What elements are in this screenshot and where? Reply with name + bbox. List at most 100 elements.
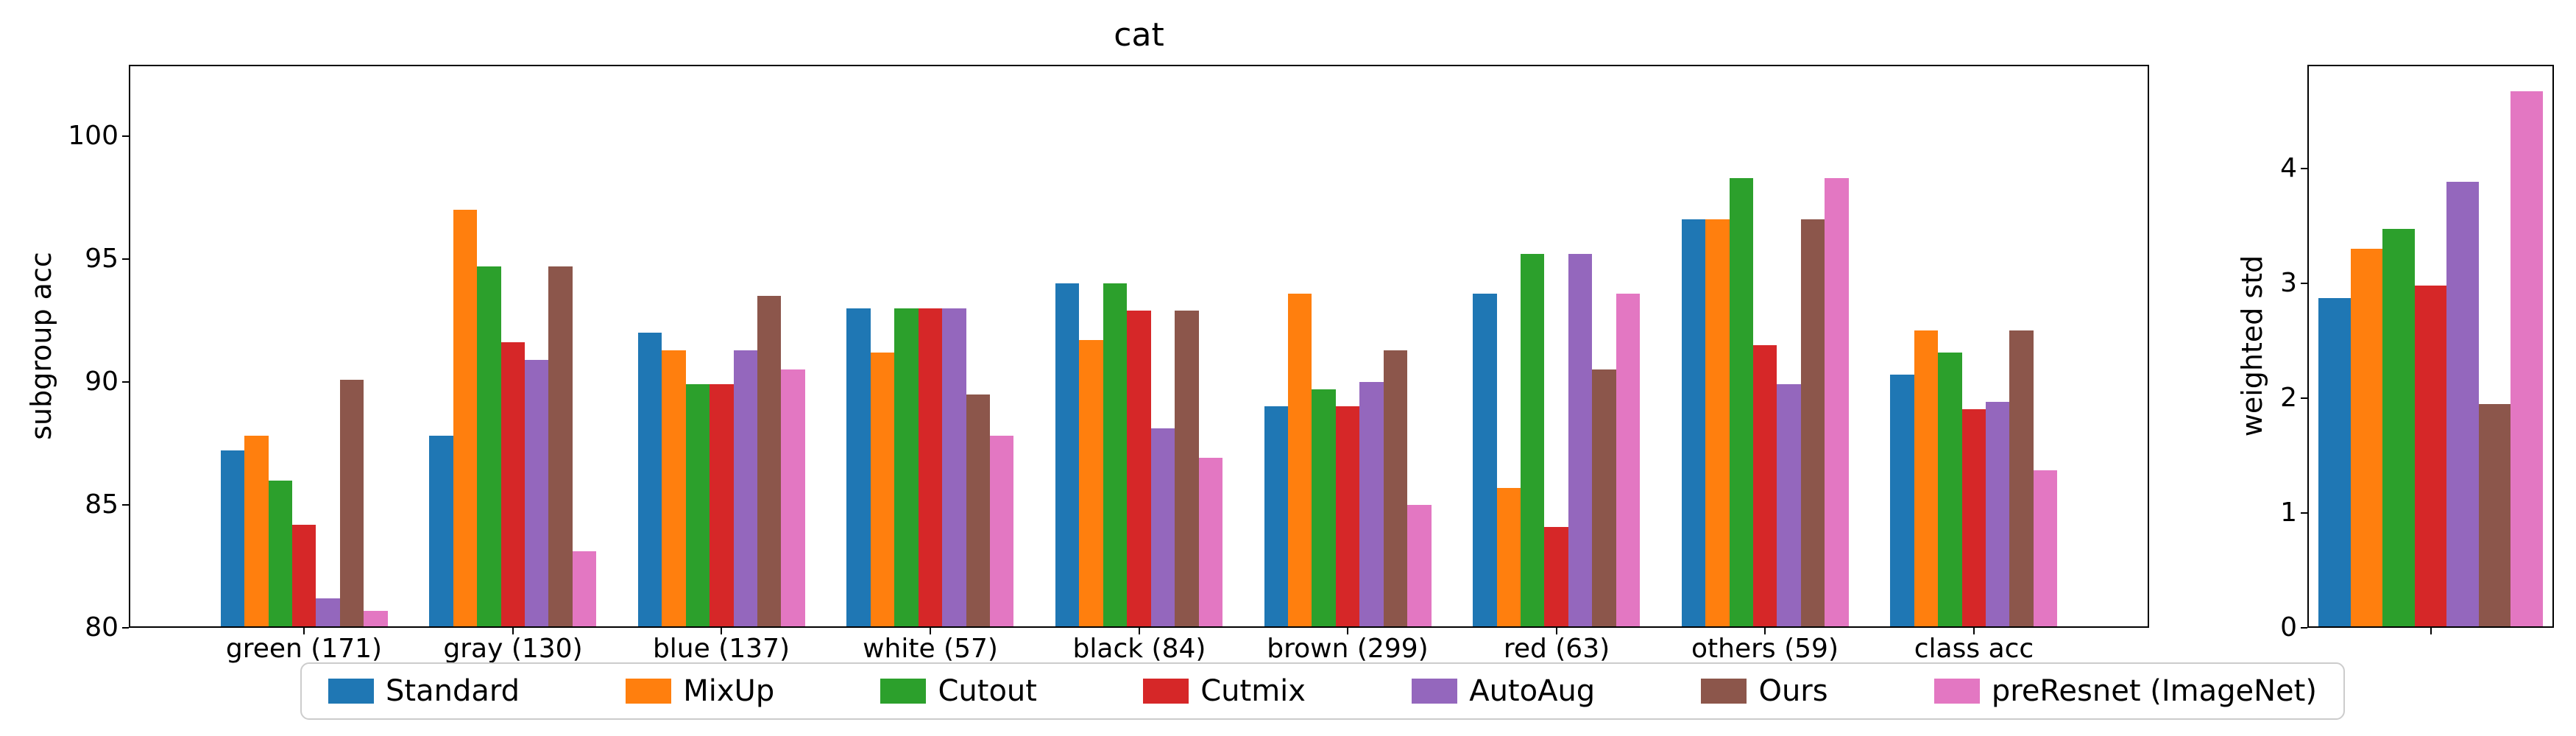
bar-cutmix (2415, 286, 2446, 628)
legend-label: Standard (386, 674, 520, 708)
bar-ours (340, 380, 364, 628)
bar-cutmix (1962, 409, 1986, 628)
bar-ours (1175, 311, 1199, 628)
bar-cutout (686, 384, 710, 628)
legend-entry: Ours (1701, 674, 1828, 708)
x-tick-label: green (171) (225, 634, 383, 664)
bar-preresnet-imagenet (1199, 458, 1222, 628)
bar-ours (548, 266, 573, 628)
bar-cutout (1521, 254, 1544, 628)
y-tick-label: 85 (85, 489, 118, 520)
legend: Standard MixUp Cutout Cutmix AutoAug Ours preR… (300, 662, 2345, 720)
x-tick (512, 628, 514, 634)
y-tick (122, 135, 129, 137)
bar-mixup (2351, 249, 2382, 628)
bar-cutout (2382, 229, 2415, 628)
bar-preresnet-imagenet (990, 436, 1013, 628)
bar-autoaug (942, 308, 966, 628)
legend-label: Ours (1758, 674, 1828, 708)
x-tick (1556, 628, 1557, 634)
legend-entry: Cutout (880, 674, 1037, 708)
bar-mixup (662, 350, 686, 628)
y-tick-label: 3 (2280, 268, 2297, 298)
legend-swatch-cutmix (1143, 679, 1189, 704)
bar-cutmix (1544, 527, 1568, 628)
bar-standard (1055, 283, 1079, 628)
x-tick (1764, 628, 1766, 634)
x-tick-label: black (84) (1072, 634, 1206, 664)
weighted-std-chart: 0 1 2 3 4 (2280, 65, 2554, 643)
bar-cutmix (919, 308, 942, 628)
legend-entry: AutoAug (1412, 674, 1595, 708)
bar-preresnet-imagenet (1616, 294, 1640, 628)
bar-mixup (1705, 219, 1730, 628)
bar-ours (1801, 219, 1825, 628)
y-tick-label: 4 (2280, 153, 2297, 183)
bar-ours (2479, 404, 2510, 628)
bar-cutout (1730, 178, 1753, 628)
y-tick-label: 95 (85, 244, 118, 274)
bar-preresnet-imagenet (781, 369, 805, 628)
x-tick-label: red (63) (1503, 634, 1610, 664)
bar-autoaug (316, 598, 340, 628)
x-tick (1347, 628, 1348, 634)
legend-entry: Cutmix (1143, 674, 1306, 708)
bar-autoaug (1359, 382, 1384, 628)
bar-ours (757, 296, 781, 628)
bar-cutout (477, 266, 501, 628)
bar-standard (221, 450, 244, 628)
bar-ours (1384, 350, 1407, 628)
y-tick (122, 258, 129, 260)
x-tick (2430, 628, 2432, 634)
y-tick-label: 0 (2280, 612, 2297, 643)
legend-swatch-preresnet-imagenet (1933, 679, 1980, 704)
legend-entry: MixUp (626, 674, 774, 708)
bar-autoaug (525, 360, 548, 628)
bar-cutout (894, 308, 919, 628)
bar-mixup (1288, 294, 1312, 628)
bar-cutout (1103, 283, 1127, 628)
legend-swatch-ours (1701, 679, 1747, 704)
chart-title: cat (1114, 16, 1164, 54)
x-tick-label: others (59) (1691, 634, 1839, 664)
bar-standard (846, 308, 871, 628)
bar-standard (1473, 294, 1497, 628)
legend-entry: preResnet (ImageNet) (1933, 674, 2317, 708)
bar-autoaug (1151, 428, 1175, 628)
bar-ours (966, 394, 990, 628)
bar-autoaug (1568, 254, 1592, 628)
left-y-axis-label: subgroup acc (25, 252, 57, 440)
bar-autoaug (1986, 402, 2009, 628)
bar-cutmix (1127, 311, 1151, 628)
bar-preresnet-imagenet (364, 611, 388, 628)
bar-standard (2318, 298, 2351, 628)
bar-standard (1682, 219, 1705, 628)
x-tick-label: blue (137) (652, 634, 790, 664)
x-tick (930, 628, 931, 634)
bar-preresnet-imagenet (1407, 505, 1432, 628)
y-tick (2301, 397, 2307, 399)
bar-autoaug (734, 350, 757, 628)
y-tick-label: 1 (2280, 498, 2297, 528)
bar-mixup (453, 210, 477, 628)
bar-mixup (1497, 488, 1521, 628)
bar-cutmix (1753, 345, 1777, 628)
x-tick (1973, 628, 1975, 634)
y-tick-label: 80 (85, 612, 118, 643)
bar-cutout (269, 481, 292, 628)
bar-cutmix (710, 384, 734, 628)
legend-label: AutoAug (1469, 674, 1596, 708)
bar-autoaug (2446, 182, 2479, 628)
bar-cutmix (1336, 406, 1359, 628)
y-tick (2301, 283, 2307, 284)
x-tick-label: gray (130) (443, 634, 583, 664)
bar-mixup (871, 353, 894, 628)
legend-swatch-cutout (880, 679, 927, 704)
bar-cutout (1938, 353, 1962, 628)
legend-label: Cutmix (1200, 674, 1306, 708)
y-tick (2301, 627, 2307, 629)
bar-cutout (1312, 389, 1336, 628)
bar-standard (1890, 375, 1914, 628)
x-tick (1139, 628, 1140, 634)
